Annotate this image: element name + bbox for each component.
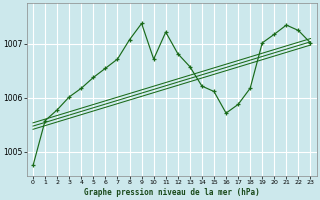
X-axis label: Graphe pression niveau de la mer (hPa): Graphe pression niveau de la mer (hPa) bbox=[84, 188, 260, 197]
